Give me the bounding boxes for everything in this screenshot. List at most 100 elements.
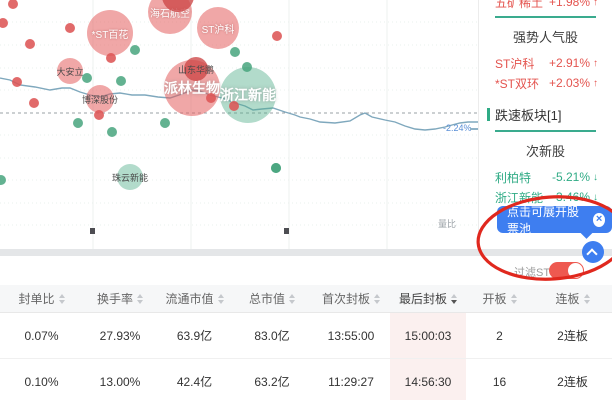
red-data-dot[interactable]	[94, 110, 104, 120]
stock-bubble[interactable]: 浙江新能	[220, 67, 276, 123]
green-data-dot[interactable]	[271, 163, 281, 173]
section-title-hot: 强势人气股	[512, 30, 578, 45]
section-divider-band	[0, 249, 612, 256]
green-data-dot[interactable]	[230, 47, 240, 57]
up-arrow-icon: ↑	[593, 57, 598, 69]
column-header[interactable]: 流通市值	[157, 285, 232, 312]
bubble-label: 浙江新能	[220, 87, 276, 103]
column-header-label: 最后封板	[398, 292, 447, 306]
toggle-knob	[568, 263, 583, 278]
header-bar-icon	[487, 108, 490, 121]
green-data-dot[interactable]	[107, 127, 117, 137]
column-header[interactable]: 总市值	[232, 285, 312, 312]
expand-pool-button[interactable]	[582, 241, 604, 263]
table-cell: 16	[492, 374, 507, 389]
axis-mark	[90, 228, 95, 234]
red-data-dot[interactable]	[8, 0, 18, 9]
sort-icon[interactable]	[374, 293, 380, 304]
stock-row[interactable]: *ST双环 +2.03% ↑	[479, 73, 612, 93]
bubble-label: *ST百花	[91, 29, 129, 41]
red-data-dot[interactable]	[65, 23, 75, 33]
column-header[interactable]: 换手率	[83, 285, 157, 312]
table-cell: 0.10%	[24, 374, 59, 389]
x-axis-label: 量比	[438, 219, 457, 229]
green-data-dot[interactable]	[242, 62, 252, 72]
column-header-label: 总市值	[248, 292, 285, 306]
section-header-label: 跌速板块[1]	[495, 108, 562, 123]
red-data-dot[interactable]	[0, 18, 8, 28]
column-header[interactable]: 连板	[533, 285, 612, 312]
axis-mark	[284, 228, 289, 234]
stock-change: -5.21%	[551, 170, 590, 184]
column-header[interactable]: 封单比	[0, 285, 83, 312]
table-row[interactable]: 0.10% 13.00% 42.4亿 63.2亿 11:29:27 14:56:30 16 2…	[0, 359, 612, 400]
stock-bubble[interactable]: *ST百花	[87, 10, 133, 56]
table-cell: 27.93%	[99, 328, 141, 343]
stock-change: +1.98%	[548, 0, 590, 9]
red-data-dot[interactable]	[106, 53, 116, 63]
chart-canvas	[0, 0, 478, 249]
stock-bubble[interactable]: ST沪科	[197, 7, 239, 49]
column-header[interactable]: 开板	[466, 285, 533, 312]
filter-st-toggle[interactable]	[549, 262, 584, 279]
filter-bar: 过滤ST	[0, 256, 612, 285]
down-arrow-icon: ↓	[593, 171, 598, 183]
tooltip-close-icon[interactable]: ×	[593, 212, 605, 227]
sort-icon[interactable]	[217, 293, 224, 304]
column-header[interactable]: 最后封板	[390, 285, 466, 312]
table-cell: 0.07%	[24, 328, 59, 343]
expand-pool-tooltip[interactable]: 点击可展开股票池 ×	[497, 205, 612, 239]
bubble-blob[interactable]	[162, 0, 194, 12]
stock-row[interactable]: 利柏特 -5.21% ↓	[479, 167, 612, 187]
column-header-label: 换手率	[96, 292, 133, 306]
sort-icon[interactable]	[289, 293, 295, 304]
green-data-dot[interactable]	[82, 73, 92, 83]
stock-name: ST沪科	[495, 56, 535, 71]
green-data-dot[interactable]	[160, 118, 170, 128]
down-arrow-icon: ↓	[593, 191, 598, 203]
table-cell: 2连板	[557, 329, 588, 343]
red-data-dot[interactable]	[25, 39, 35, 49]
green-data-dot[interactable]	[116, 76, 126, 86]
bubble-label: 大安立	[56, 66, 84, 77]
table-cell: 42.4亿	[176, 375, 213, 389]
stock-name: 利柏特	[495, 170, 532, 185]
bubble-chart[interactable]: *ST百花 海石航空 ST沪科 大安立 博深股份 派林生物 山东华鹏 浙江新能 珠云新能 -2.…	[0, 0, 478, 249]
column-header[interactable]: 首次封板	[312, 285, 390, 312]
section-title-new: 次新股	[525, 144, 565, 159]
red-data-dot[interactable]	[229, 101, 239, 111]
stock-bubble[interactable]: 山东华鹏	[178, 57, 214, 81]
section-divider	[495, 16, 596, 18]
red-data-dot[interactable]	[12, 77, 22, 87]
stock-bubble[interactable]: 珠云新能	[112, 164, 148, 190]
stock-change: +2.91%	[548, 56, 590, 70]
stock-change: +2.03%	[548, 76, 590, 90]
filter-st-label: 过滤ST	[514, 267, 551, 279]
stock-bubble[interactable]: 博深股份	[82, 85, 118, 113]
table-header-row: 封单比 换手率 流通市值 总市值 首次封板 最后封板 开板 连板	[0, 285, 612, 313]
chart-gridlines	[0, 0, 478, 249]
sort-icon[interactable]	[58, 293, 65, 304]
green-data-dot[interactable]	[73, 118, 83, 128]
table-cell: 13:55:00	[327, 328, 375, 343]
up-arrow-icon: ↑	[593, 77, 598, 89]
sort-icon[interactable]	[451, 293, 457, 304]
table-row[interactable]: 0.07% 27.93% 63.9亿 83.0亿 13:55:00 15:00:03 2 2连…	[0, 313, 612, 359]
stock-row[interactable]: 五矿稀土 +1.98% ↑	[479, 0, 612, 10]
sort-icon[interactable]	[510, 293, 517, 304]
chevron-up-icon	[586, 248, 598, 260]
limit-up-table: 封单比 换手率 流通市值 总市值 首次封板 最后封板 开板 连板 0.07% 27.93% 63.…	[0, 285, 612, 400]
stock-row[interactable]: ST沪科 +2.91% ↑	[479, 53, 612, 73]
green-data-dot[interactable]	[0, 175, 6, 185]
column-header-label: 连板	[555, 292, 580, 306]
red-data-dot[interactable]	[272, 31, 282, 41]
red-data-dot[interactable]	[206, 93, 216, 103]
trend-current-value: -2.24%	[443, 123, 472, 133]
red-data-dot[interactable]	[29, 98, 39, 108]
stock-bubble[interactable]: 大安立	[56, 58, 84, 84]
sort-icon[interactable]	[137, 293, 143, 304]
sort-icon[interactable]	[583, 293, 590, 304]
green-data-dot[interactable]	[130, 45, 140, 55]
column-header-label: 封单比	[18, 292, 55, 306]
